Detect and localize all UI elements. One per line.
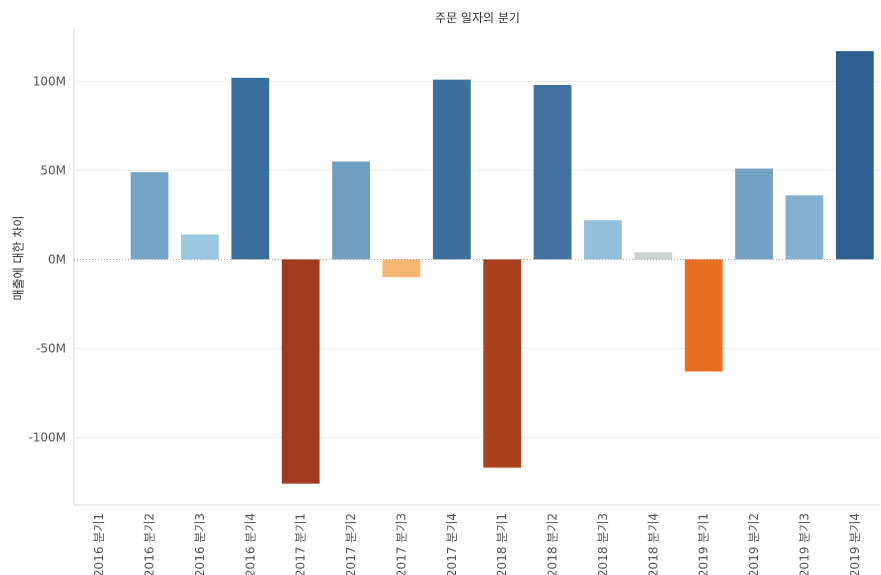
x-tick-label: 2017 분기2 bbox=[344, 513, 358, 575]
bar[interactable] bbox=[181, 234, 219, 260]
bar[interactable] bbox=[785, 195, 824, 260]
bar[interactable] bbox=[735, 168, 773, 260]
x-tick-label: 2018 분기4 bbox=[646, 513, 660, 575]
x-tick-label: 2017 분기4 bbox=[445, 513, 459, 575]
bar[interactable] bbox=[584, 220, 622, 260]
x-tick-label: 2016 분기4 bbox=[243, 513, 257, 575]
x-tick-label: 2019 분기2 bbox=[747, 513, 761, 575]
bar[interactable] bbox=[332, 161, 370, 260]
x-tick-label: 2016 분기2 bbox=[143, 513, 157, 575]
bar[interactable] bbox=[533, 84, 572, 260]
y-tick-label: -50M bbox=[36, 341, 66, 355]
x-tick-label: 2016 분기3 bbox=[193, 513, 207, 575]
bar[interactable] bbox=[634, 252, 673, 260]
x-tick-label: 2018 분기2 bbox=[546, 513, 560, 575]
y-tick-label: -100M bbox=[28, 430, 66, 444]
x-tick-label: 2019 분기4 bbox=[848, 513, 862, 575]
bar[interactable] bbox=[432, 79, 471, 260]
chart-title: 주문 일자의 분기 bbox=[435, 11, 520, 25]
x-tick-label: 2018 분기3 bbox=[596, 513, 610, 575]
y-tick-label: 50M bbox=[40, 163, 66, 177]
x-tick-label: 2016 분기1 bbox=[92, 513, 106, 575]
bar[interactable] bbox=[281, 259, 320, 484]
bar[interactable] bbox=[835, 51, 874, 260]
x-tick-label: 2018 분기1 bbox=[495, 513, 509, 575]
bar[interactable] bbox=[382, 259, 421, 278]
x-tick-label: 2019 분기3 bbox=[797, 513, 811, 575]
y-tick-label: 0M bbox=[48, 252, 66, 266]
x-tick-label: 2017 분기3 bbox=[394, 513, 408, 575]
y-tick-label: 100M bbox=[33, 74, 66, 88]
x-tick-label: 2017 분기1 bbox=[294, 513, 308, 575]
bar[interactable] bbox=[684, 259, 723, 372]
bar[interactable] bbox=[483, 259, 522, 468]
x-tick-label: 2019 분기1 bbox=[697, 513, 711, 575]
bar[interactable] bbox=[231, 77, 270, 260]
bar[interactable] bbox=[130, 172, 169, 260]
